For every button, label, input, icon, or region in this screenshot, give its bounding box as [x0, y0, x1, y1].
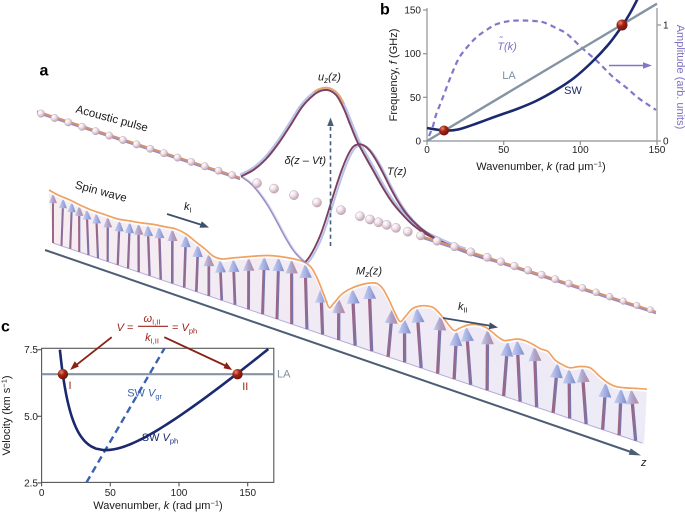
svg-text:I: I	[68, 380, 71, 392]
svg-text:kI,II: kI,II	[145, 332, 159, 346]
svg-text:Velocity (km s−1): Velocity (km s−1)	[0, 375, 13, 455]
svg-text:LA: LA	[502, 70, 516, 82]
svg-text:Mz(z): Mz(z)	[356, 266, 382, 280]
svg-text:SW: SW	[564, 85, 582, 97]
svg-text:Wavenumber, k (rad μm−1): Wavenumber, k (rad μm−1)	[93, 499, 222, 513]
svg-text:100: 100	[404, 49, 421, 60]
svg-text:0: 0	[39, 488, 45, 499]
svg-text:LA: LA	[277, 369, 291, 381]
svg-text:0: 0	[415, 137, 421, 148]
svg-text:1: 1	[663, 21, 669, 32]
svg-text:50: 50	[105, 488, 117, 499]
svg-text:z: z	[640, 457, 647, 469]
svg-text:Wavenumber, k (rad μm−1): Wavenumber, k (rad μm−1)	[476, 160, 605, 174]
svg-text:b: b	[380, 2, 390, 19]
svg-text:kII: kII	[458, 301, 468, 315]
svg-text:50: 50	[498, 145, 510, 156]
svg-text:c: c	[1, 319, 10, 336]
svg-text:II: II	[242, 381, 248, 393]
svg-text:uz(z): uz(z)	[318, 72, 341, 86]
svg-text:Frequency, f (GHz): Frequency, f (GHz)	[388, 29, 400, 122]
svg-text:0: 0	[424, 145, 430, 156]
svg-text:0: 0	[663, 137, 669, 148]
svg-text:ωI,II: ωI,II	[144, 313, 161, 327]
svg-text:˜: ˜	[499, 36, 504, 47]
svg-text:100: 100	[572, 145, 589, 156]
svg-text:150: 150	[239, 488, 256, 499]
svg-text:kI: kI	[184, 201, 192, 215]
svg-text:150: 150	[649, 145, 666, 156]
svg-text:50: 50	[410, 93, 422, 104]
svg-text:2.5: 2.5	[24, 478, 38, 489]
svg-text:δ(z – Vt): δ(z – Vt)	[284, 155, 326, 167]
svg-text:5.0: 5.0	[24, 412, 38, 423]
svg-text:Amplitude (arb. units): Amplitude (arb. units)	[674, 25, 685, 130]
svg-text:T(k): T(k)	[497, 41, 517, 53]
svg-text:SW Vph: SW Vph	[142, 432, 178, 446]
svg-text:a: a	[40, 62, 49, 79]
svg-text:SW Vgr: SW Vgr	[127, 388, 162, 402]
svg-text:V =: V =	[117, 322, 134, 334]
svg-text:7.5: 7.5	[24, 345, 38, 356]
svg-text:150: 150	[404, 6, 421, 17]
svg-text:T(z): T(z)	[387, 166, 407, 178]
svg-text:100: 100	[171, 488, 188, 499]
